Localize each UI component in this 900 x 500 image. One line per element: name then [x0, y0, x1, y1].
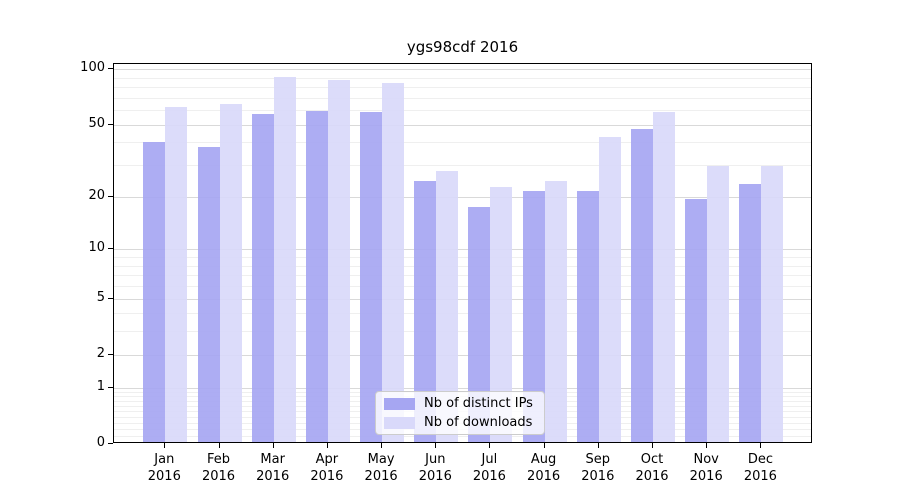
- gridline-major-5: [114, 298, 811, 300]
- gridline-minor-40: [114, 142, 811, 144]
- x-tick-label-jul: Jul 2016: [472, 452, 506, 484]
- gridline-major-2: [114, 354, 811, 356]
- legend-label-distinct-ips: Nb of distinct IPs: [424, 396, 533, 411]
- bar-distinct-ips-feb: [197, 146, 220, 442]
- bar-downloads-sep: [598, 136, 621, 442]
- y-tick-mark-10: [108, 248, 113, 250]
- gridline-minor-90: [114, 77, 811, 79]
- x-tick-label-oct: Oct 2016: [635, 452, 669, 484]
- bar-distinct-ips-nov: [685, 198, 708, 442]
- chart-title: ygs98cdf 2016: [406, 38, 519, 56]
- x-tick-mark-may: [381, 443, 383, 448]
- x-tick-label-aug: Aug 2016: [527, 452, 561, 484]
- gridline-minor-0.1: [114, 436, 811, 438]
- x-tick-label-jan: Jan 2016: [147, 452, 181, 484]
- x-tick-mark-mar: [272, 443, 274, 448]
- bar-distinct-ips-oct: [631, 129, 653, 442]
- y-tick-label-2: 2: [96, 345, 105, 361]
- legend-item-distinct-ips: Nb of distinct IPs: [384, 396, 536, 411]
- x-tick-label-feb: Feb 2016: [201, 452, 236, 484]
- bar-distinct-ips-jul: [468, 207, 491, 442]
- bar-distinct-ips-jun: [414, 180, 437, 442]
- x-tick-mark-sep: [597, 443, 599, 448]
- legend-label-downloads: Nb of downloads: [424, 415, 533, 430]
- bar-distinct-ips-may: [360, 112, 383, 442]
- bar-distinct-ips-apr: [305, 110, 328, 442]
- gridline-major-1: [114, 387, 811, 389]
- x-tick-mark-feb: [218, 443, 220, 448]
- x-tick-mark-oct: [652, 443, 653, 448]
- y-tick-mark-2: [108, 353, 113, 355]
- bar-downloads-jul: [490, 187, 513, 442]
- y-tick-mark-5: [108, 297, 113, 299]
- legend: Nb of distinct IPs Nb of downloads: [375, 391, 545, 435]
- bar-downloads-aug: [544, 180, 567, 442]
- x-tick-mark-apr: [326, 443, 328, 448]
- gridline-minor-8: [114, 265, 811, 267]
- gridline-minor-60: [114, 110, 811, 112]
- gridline-major-50: [114, 124, 811, 126]
- y-tick-label-1: 1: [96, 378, 105, 394]
- x-tick-label-may: May 2016: [364, 452, 398, 484]
- bar-downloads-nov: [707, 165, 730, 442]
- x-tick-label-sep: Sep 2016: [581, 452, 615, 484]
- bar-downloads-mar: [273, 76, 296, 442]
- x-tick-label-apr: Apr 2016: [310, 452, 344, 484]
- gridline-major-20: [114, 196, 811, 198]
- y-tick-label-100: 100: [80, 60, 105, 76]
- x-tick-label-nov: Nov 2016: [689, 452, 723, 484]
- bar-distinct-ips-jan: [143, 142, 166, 442]
- legend-swatch-distinct-ips: [384, 397, 415, 410]
- y-tick-label-5: 5: [96, 289, 105, 305]
- gridline-minor-6: [114, 286, 811, 287]
- bar-downloads-apr: [327, 80, 350, 442]
- y-tick-mark-20: [108, 195, 113, 197]
- x-tick-label-jun: Jun 2016: [418, 452, 452, 484]
- gridline-minor-70: [114, 97, 811, 99]
- y-tick-mark-100: [108, 68, 113, 70]
- bar-downloads-may: [382, 83, 405, 442]
- gridline-minor-4: [114, 313, 811, 315]
- bar-downloads-feb: [219, 104, 242, 442]
- bar-distinct-ips-mar: [251, 113, 274, 442]
- x-tick-mark-aug: [543, 443, 545, 448]
- bar-distinct-ips-sep: [576, 191, 599, 442]
- x-tick-label-dec: Dec 2016: [743, 452, 777, 484]
- bar-downloads-jun: [436, 171, 459, 442]
- y-tick-mark-0: [108, 443, 113, 444]
- bar-downloads-oct: [653, 112, 675, 442]
- x-tick-mark-nov: [706, 443, 708, 448]
- bar-distinct-ips-aug: [522, 191, 545, 442]
- plot-area: [113, 63, 812, 443]
- gridline-minor-3: [114, 331, 811, 333]
- x-tick-mark-jun: [435, 443, 437, 448]
- x-tick-label-mar: Mar 2016: [256, 452, 290, 484]
- x-tick-mark-jan: [164, 443, 166, 448]
- gridline-major-10: [114, 249, 811, 251]
- y-tick-label-10: 10: [88, 240, 105, 256]
- gridline-major-100: [114, 69, 811, 71]
- bar-distinct-ips-dec: [739, 183, 762, 442]
- bar-downloads-dec: [761, 165, 784, 442]
- y-tick-label-20: 20: [88, 187, 105, 203]
- y-tick-label-0: 0: [96, 435, 105, 450]
- y-tick-mark-50: [108, 123, 113, 125]
- legend-item-downloads: Nb of downloads: [384, 415, 536, 430]
- bar-downloads-jan: [165, 106, 188, 442]
- y-tick-label-50: 50: [88, 115, 105, 131]
- gridline-minor-7: [114, 275, 811, 277]
- x-tick-mark-jul: [489, 443, 491, 448]
- gridline-minor-9: [114, 257, 811, 258]
- gridline-minor-30: [114, 165, 811, 167]
- y-tick-mark-1: [108, 386, 113, 388]
- x-tick-mark-dec: [760, 443, 762, 448]
- legend-swatch-downloads: [384, 416, 415, 429]
- gridline-minor-80: [114, 87, 811, 89]
